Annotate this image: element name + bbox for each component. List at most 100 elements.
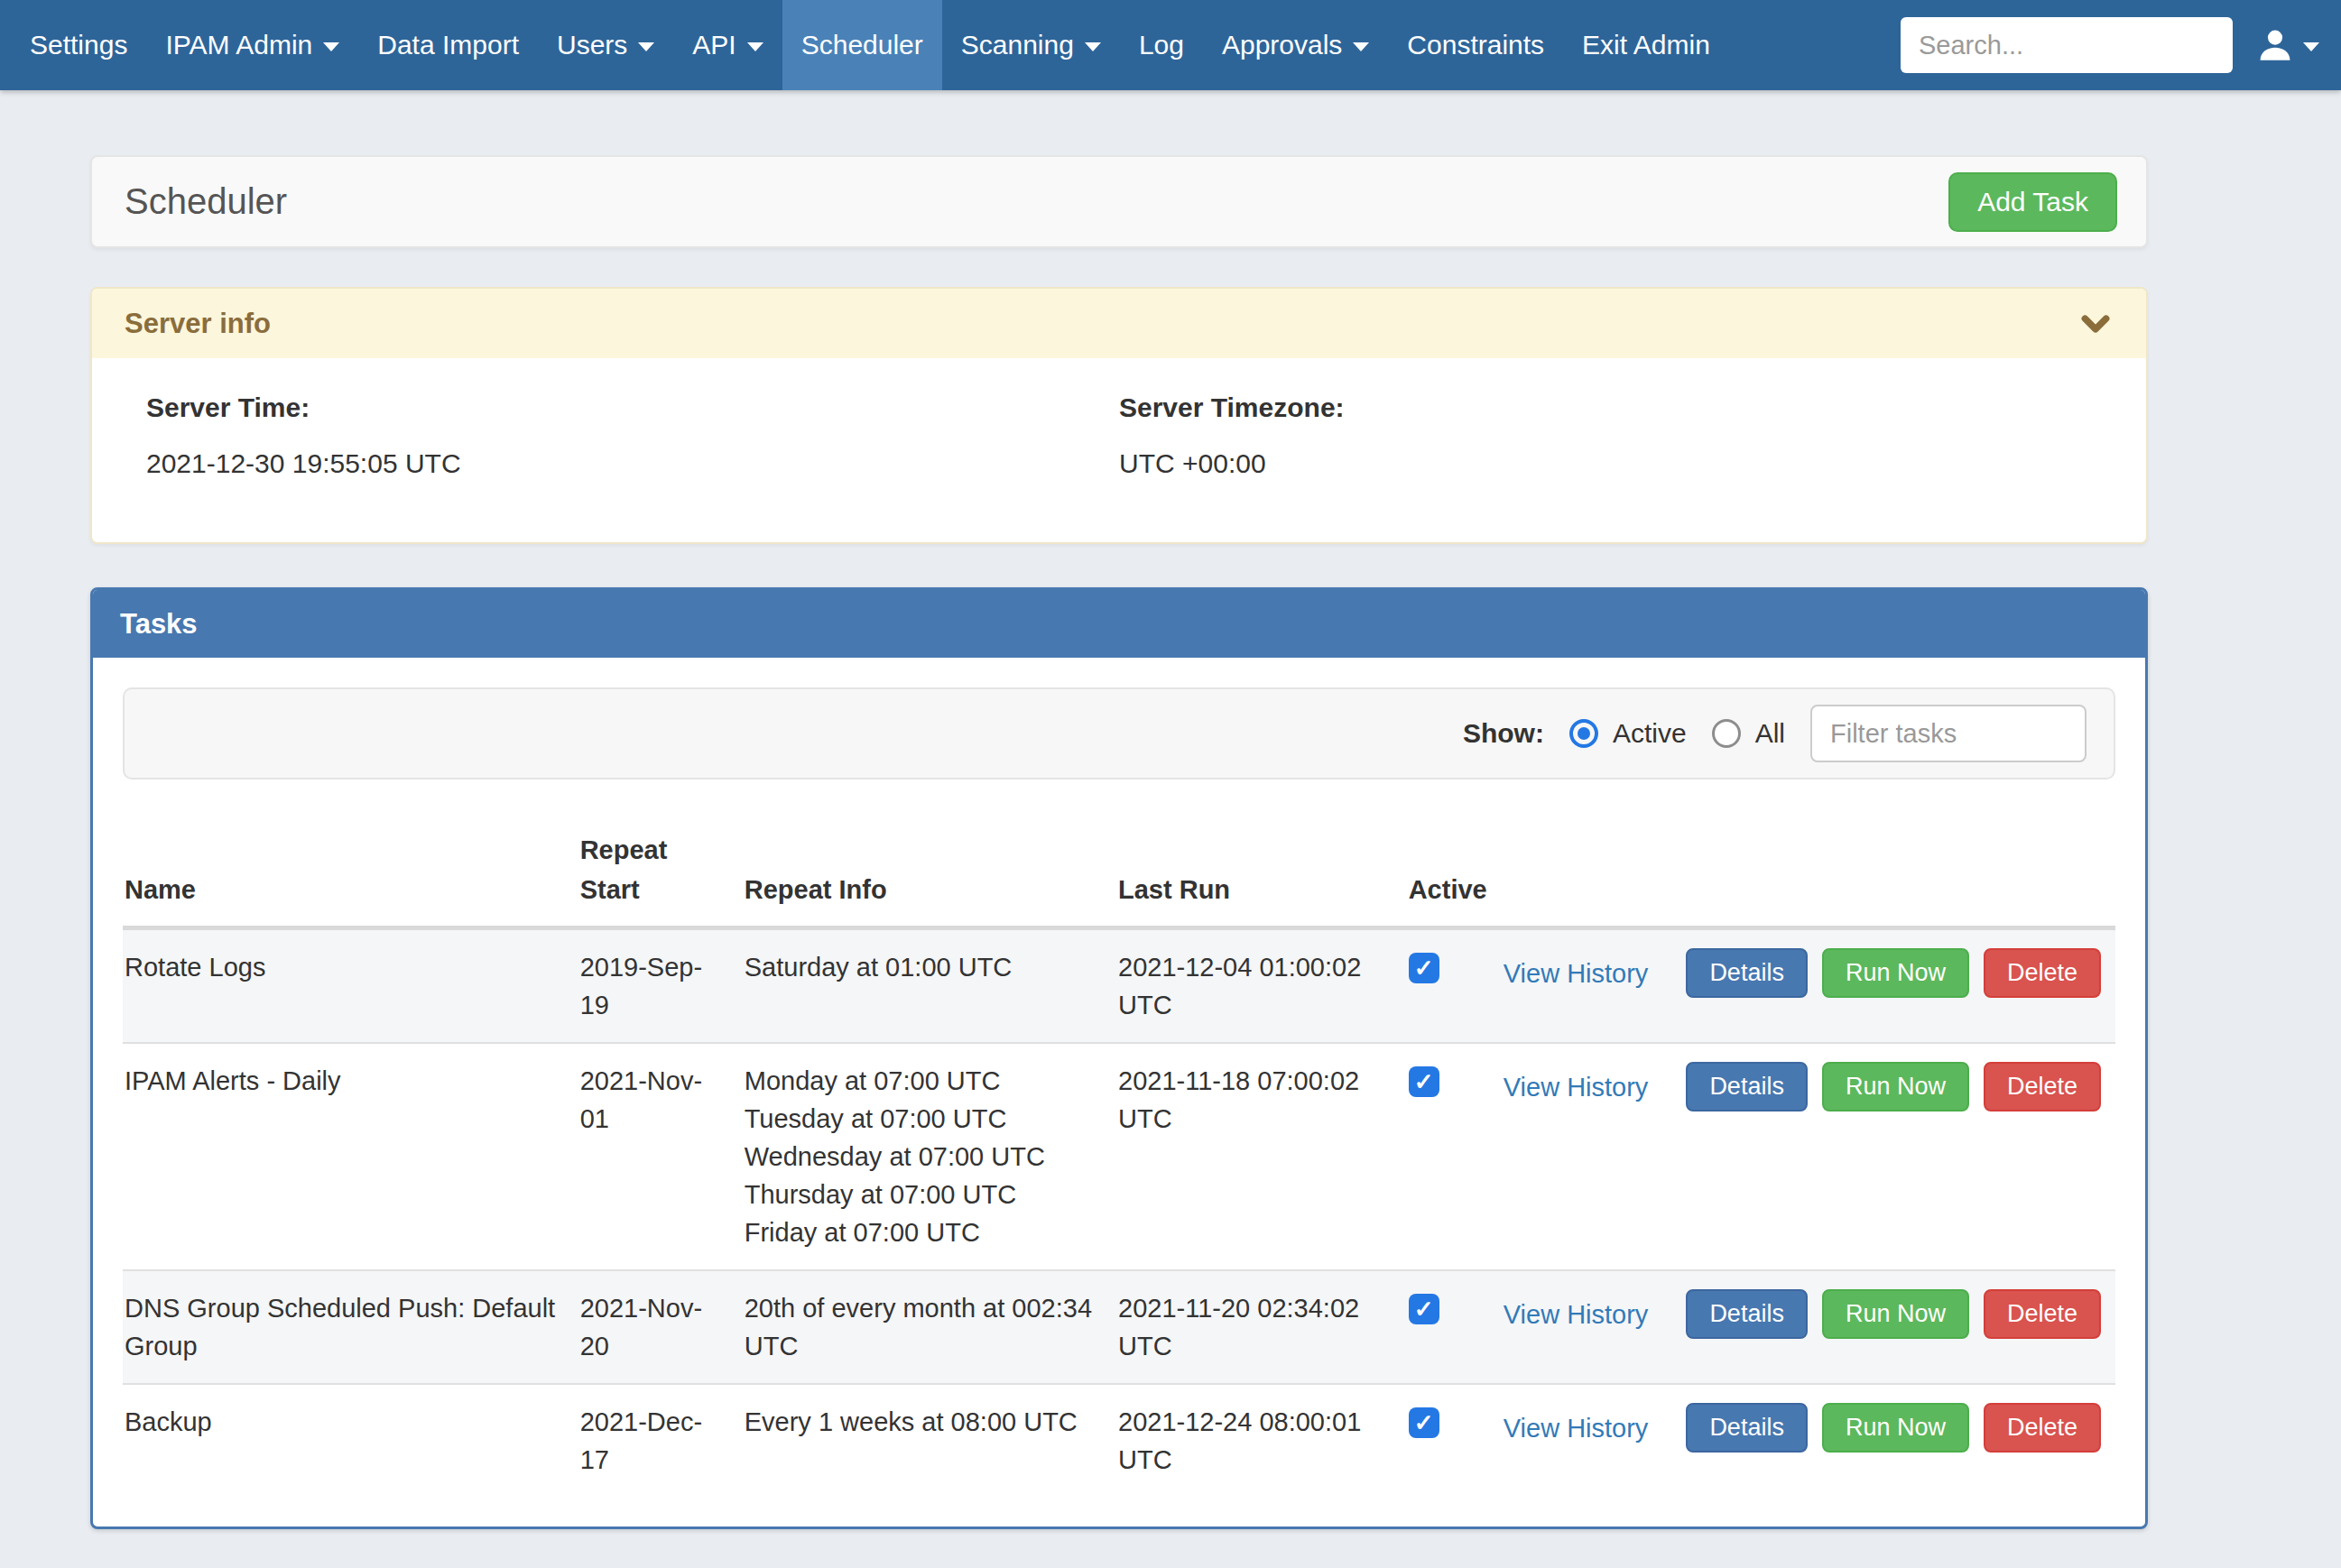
search-group — [1901, 17, 2233, 73]
task-name: DNS Group Scheduled Push: Default Group — [123, 1270, 578, 1384]
run-now-button[interactable]: Run Now — [1822, 1403, 1969, 1453]
nav-item-settings[interactable]: Settings — [11, 0, 146, 90]
nav-menu: Settings IPAM Admin Data Import Users AP… — [11, 0, 1729, 90]
tasks-panel: Tasks Show: Active All — [90, 587, 2148, 1529]
navbar-right — [1901, 0, 2319, 90]
repeat-info-line: Monday at 07:00 UTC — [745, 1062, 1102, 1100]
column-header-repeat-info: Repeat Info — [743, 807, 1116, 928]
tasks-panel-body: Show: Active All Name — [93, 658, 2145, 1526]
view-history-link[interactable]: View History — [1504, 1068, 1649, 1106]
task-repeat-start: 2019-Sep-19 — [578, 928, 743, 1044]
server-info-title: Server info — [125, 308, 271, 340]
task-last-run: 2021-12-04 01:00:02 UTC — [1116, 928, 1407, 1044]
task-repeat-start: 2021-Nov-20 — [578, 1270, 743, 1384]
column-header-name: Name — [123, 807, 578, 928]
server-time-label: Server Time: — [146, 392, 1119, 423]
nav-item-label: Data Import — [377, 30, 519, 60]
column-header-actions — [1502, 807, 2115, 928]
filter-tasks-input[interactable] — [1810, 705, 2087, 762]
nav-item-label: API — [692, 30, 736, 60]
user-menu[interactable] — [2256, 26, 2319, 64]
tasks-table: Name Repeat Start Repeat Info Last Run A… — [123, 807, 2115, 1497]
repeat-info-line: Wednesday at 07:00 UTC — [745, 1138, 1102, 1176]
nav-item-label: Users — [557, 30, 627, 60]
server-timezone-block: Server Timezone: UTC +00:00 — [1119, 392, 2092, 479]
server-time-block: Server Time: 2021-12-30 19:55:05 UTC — [146, 392, 1119, 479]
chevron-down-icon — [1353, 42, 1369, 51]
delete-button[interactable]: Delete — [1984, 1062, 2101, 1111]
nav-item-label: Scheduler — [801, 30, 923, 60]
repeat-info-line: Friday at 07:00 UTC — [745, 1213, 1102, 1251]
tasks-header-row: Name Repeat Start Repeat Info Last Run A… — [123, 807, 2115, 928]
collapse-chevron-icon[interactable] — [2077, 306, 2114, 342]
column-header-active: Active — [1407, 807, 1502, 928]
radio-active-control[interactable] — [1569, 719, 1598, 748]
radio-show-active[interactable]: Active — [1569, 718, 1687, 749]
tasks-table-head: Name Repeat Start Repeat Info Last Run A… — [123, 807, 2115, 928]
add-task-button[interactable]: Add Task — [1948, 172, 2117, 232]
nav-item-label: Settings — [30, 30, 127, 60]
details-button[interactable]: Details — [1686, 1289, 1808, 1339]
delete-button[interactable]: Delete — [1984, 948, 2101, 998]
table-row: Backup 2021-Dec-17 Every 1 weeks at 08:0… — [123, 1384, 2115, 1497]
radio-show-all[interactable]: All — [1712, 718, 1785, 749]
details-button[interactable]: Details — [1686, 1403, 1808, 1453]
nav-item-users[interactable]: Users — [538, 0, 673, 90]
details-button[interactable]: Details — [1686, 1062, 1808, 1111]
nav-item-scheduler[interactable]: Scheduler — [782, 0, 942, 90]
nav-item-api[interactable]: API — [673, 0, 782, 90]
server-info-body: Server Time: 2021-12-30 19:55:05 UTC Ser… — [92, 358, 2146, 542]
check-icon: ✓ — [1414, 1297, 1434, 1321]
server-timezone-label: Server Timezone: — [1119, 392, 2092, 423]
task-active-checkbox[interactable]: ✓ — [1409, 1066, 1439, 1097]
nav-item-exit-admin[interactable]: Exit Admin — [1563, 0, 1729, 90]
show-label: Show: — [1463, 718, 1544, 749]
task-active-cell: ✓ — [1407, 928, 1502, 1044]
view-history-link[interactable]: View History — [1504, 955, 1649, 992]
user-icon — [2256, 26, 2294, 64]
task-name: Rotate Logs — [123, 928, 578, 1044]
chevron-down-icon — [1085, 42, 1101, 51]
nav-item-label: Exit Admin — [1582, 30, 1710, 60]
radio-all-label: All — [1755, 718, 1785, 749]
chevron-down-icon — [747, 42, 763, 51]
delete-button[interactable]: Delete — [1984, 1403, 2101, 1453]
task-active-cell: ✓ — [1407, 1384, 1502, 1497]
view-history-link[interactable]: View History — [1504, 1296, 1649, 1333]
chevron-down-icon — [638, 42, 654, 51]
chevron-down-icon — [323, 42, 339, 51]
run-now-button[interactable]: Run Now — [1822, 948, 1969, 998]
task-last-run: 2021-11-20 02:34:02 UTC — [1116, 1270, 1407, 1384]
check-icon: ✓ — [1414, 1070, 1434, 1093]
run-now-button[interactable]: Run Now — [1822, 1289, 1969, 1339]
nav-item-data-import[interactable]: Data Import — [358, 0, 538, 90]
view-history-link[interactable]: View History — [1504, 1409, 1649, 1447]
task-active-checkbox[interactable]: ✓ — [1409, 1407, 1439, 1438]
nav-item-scanning[interactable]: Scanning — [942, 0, 1120, 90]
repeat-info-line: Thursday at 07:00 UTC — [745, 1176, 1102, 1213]
task-last-run: 2021-12-24 08:00:01 UTC — [1116, 1384, 1407, 1497]
nav-item-ipam-admin[interactable]: IPAM Admin — [146, 0, 358, 90]
task-active-cell: ✓ — [1407, 1043, 1502, 1270]
task-repeat-info: Every 1 weeks at 08:00 UTC — [743, 1384, 1116, 1497]
check-icon: ✓ — [1414, 1411, 1434, 1434]
task-name: Backup — [123, 1384, 578, 1497]
run-now-button[interactable]: Run Now — [1822, 1062, 1969, 1111]
task-repeat-info: 20th of every month at 002:34 UTC — [743, 1270, 1116, 1384]
column-header-repeat-start: Repeat Start — [578, 807, 743, 928]
task-active-checkbox[interactable]: ✓ — [1409, 1294, 1439, 1324]
repeat-info-line: Saturday at 01:00 UTC — [745, 948, 1102, 986]
nav-item-constraints[interactable]: Constraints — [1388, 0, 1563, 90]
radio-all-control[interactable] — [1712, 719, 1741, 748]
task-active-checkbox[interactable]: ✓ — [1409, 953, 1439, 983]
task-repeat-start: 2021-Dec-17 — [578, 1384, 743, 1497]
details-button[interactable]: Details — [1686, 948, 1808, 998]
server-info-header[interactable]: Server info — [92, 289, 2146, 358]
delete-button[interactable]: Delete — [1984, 1289, 2101, 1339]
nav-item-log[interactable]: Log — [1120, 0, 1203, 90]
check-icon: ✓ — [1414, 956, 1434, 980]
task-last-run: 2021-11-18 07:00:02 UTC — [1116, 1043, 1407, 1270]
search-input[interactable] — [1901, 17, 2233, 73]
nav-item-approvals[interactable]: Approvals — [1203, 0, 1388, 90]
task-repeat-start: 2021-Nov-01 — [578, 1043, 743, 1270]
